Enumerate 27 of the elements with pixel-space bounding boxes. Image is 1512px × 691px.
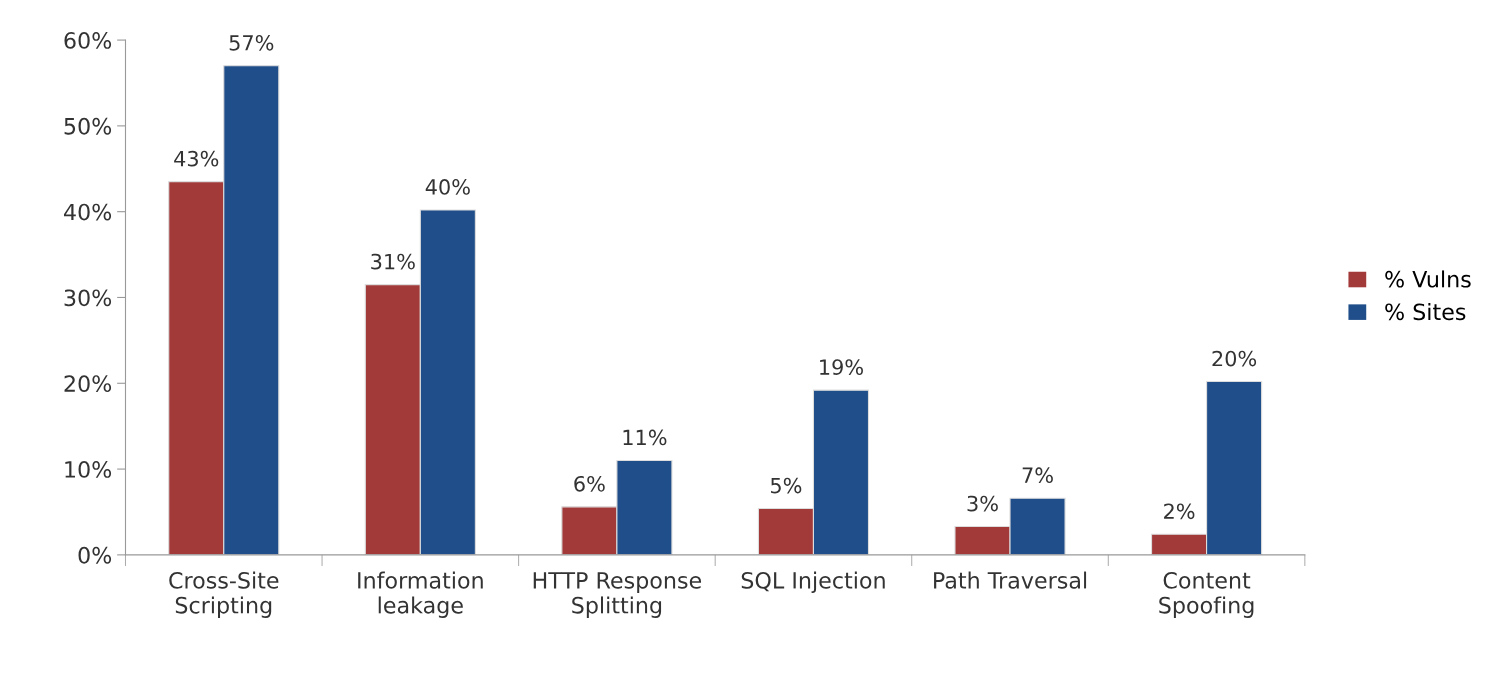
data-label: 57%: [229, 34, 274, 51]
data-label: 20%: [1212, 350, 1257, 367]
y-tick-label: 60%: [64, 32, 112, 49]
y-tick-label: 0%: [78, 546, 112, 564]
legend-label: % Sites: [1385, 303, 1466, 321]
x-tick-label: SQL Injection: [741, 571, 885, 594]
y-tick-label: 50%: [64, 117, 112, 135]
legend-label: % Vulns: [1385, 270, 1471, 288]
y-tick-label: 20%: [64, 375, 112, 393]
data-label: 31%: [371, 253, 415, 270]
x-tick-label: Information leakage: [358, 571, 483, 618]
data-label: 43%: [174, 150, 219, 167]
data-label: 11%: [623, 429, 667, 446]
data-label: 2%: [1164, 503, 1195, 520]
x-tick-label: Cross-Site Scripting: [169, 571, 279, 618]
x-tick-label: HTTP Response Splitting: [533, 572, 702, 618]
data-label: 19%: [820, 359, 863, 375]
y-tick-label: 30%: [64, 289, 112, 307]
data-label: 5%: [771, 477, 802, 494]
data-label: 40%: [425, 179, 470, 195]
y-tick-label: 40%: [64, 203, 112, 221]
x-tick-label: Content Spoofing: [1159, 571, 1254, 618]
y-tick-label: 10%: [65, 461, 112, 478]
data-label: 6%: [574, 475, 605, 492]
x-tick-label: Path Traversal: [934, 571, 1087, 589]
data-label: 7%: [1022, 467, 1053, 484]
data-label: 3%: [967, 495, 998, 512]
